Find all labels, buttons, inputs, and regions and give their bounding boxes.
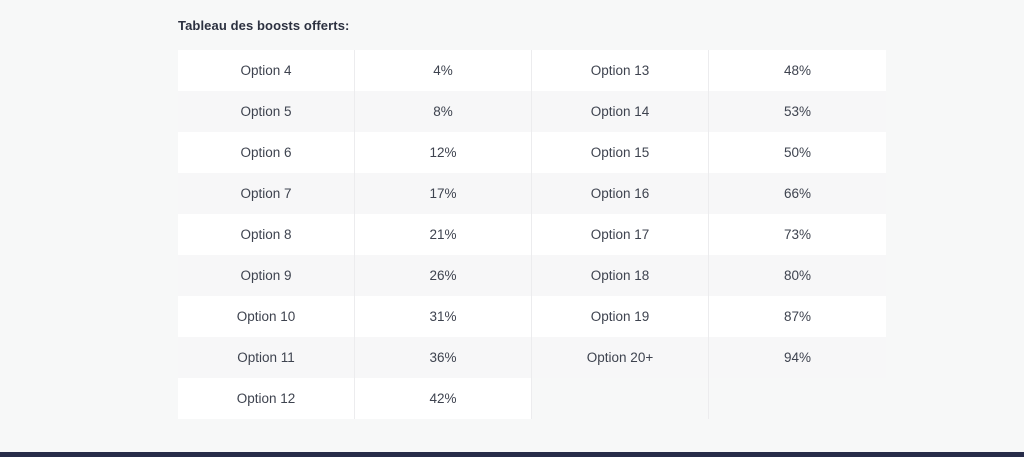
table-row: Option 5 8% Option 14 53%: [178, 91, 886, 132]
option-label-cell: Option 18: [532, 255, 709, 296]
boost-percentage-cell: 17%: [355, 173, 532, 214]
option-label-cell: Option 15: [532, 132, 709, 173]
option-label-cell: Option 16: [532, 173, 709, 214]
boost-percentage-cell: 8%: [355, 91, 532, 132]
option-label-cell: Option 11: [178, 337, 355, 378]
option-label-cell: Option 20+: [532, 337, 709, 378]
table-row: Option 9 26% Option 18 80%: [178, 255, 886, 296]
table-row: Option 8 21% Option 17 73%: [178, 214, 886, 255]
option-label-cell: Option 13: [532, 50, 709, 91]
bottom-edge-bar: [0, 452, 1024, 457]
option-label-cell: Option 14: [532, 91, 709, 132]
table-row: Option 11 36% Option 20+ 94%: [178, 337, 886, 378]
boost-percentage-cell: 80%: [709, 255, 886, 296]
table-row: Option 12 42%: [178, 378, 886, 419]
option-label-cell: Option 12: [178, 378, 355, 419]
option-label-cell: Option 10: [178, 296, 355, 337]
option-label-cell: [532, 378, 709, 419]
boost-percentage-cell: 42%: [355, 378, 532, 419]
boost-percentage-cell: 73%: [709, 214, 886, 255]
option-label-cell: Option 5: [178, 91, 355, 132]
option-label-cell: Option 19: [532, 296, 709, 337]
boost-percentage-cell: 26%: [355, 255, 532, 296]
table-row: Option 4 4% Option 13 48%: [178, 50, 886, 91]
table-row: Option 10 31% Option 19 87%: [178, 296, 886, 337]
table-row: Option 6 12% Option 15 50%: [178, 132, 886, 173]
option-label-cell: Option 9: [178, 255, 355, 296]
boost-percentage-cell: 87%: [709, 296, 886, 337]
boost-percentage-cell: 4%: [355, 50, 532, 91]
option-label-cell: Option 6: [178, 132, 355, 173]
boost-percentage-cell: 66%: [709, 173, 886, 214]
boost-percentage-cell: 94%: [709, 337, 886, 378]
table-row: Option 7 17% Option 16 66%: [178, 173, 886, 214]
boost-percentage-cell: 21%: [355, 214, 532, 255]
option-label-cell: Option 8: [178, 214, 355, 255]
boost-percentage-cell: 31%: [355, 296, 532, 337]
option-label-cell: Option 7: [178, 173, 355, 214]
boost-percentage-cell: 48%: [709, 50, 886, 91]
option-label-cell: Option 4: [178, 50, 355, 91]
boost-percentage-cell: 36%: [355, 337, 532, 378]
boost-percentage-cell: [709, 378, 886, 419]
boost-percentage-cell: 53%: [709, 91, 886, 132]
boost-table: Option 4 4% Option 13 48% Option 5 8% Option 1…: [178, 50, 886, 419]
table-heading: Tableau des boosts offerts:: [178, 18, 350, 33]
boost-percentage-cell: 12%: [355, 132, 532, 173]
boost-percentage-cell: 50%: [709, 132, 886, 173]
option-label-cell: Option 17: [532, 214, 709, 255]
